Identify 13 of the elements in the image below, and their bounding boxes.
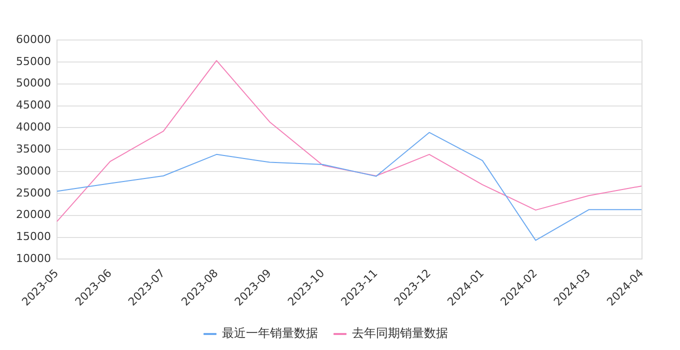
y-tick-label: 55000: [16, 54, 51, 68]
legend-label: 去年同期销量数据: [352, 326, 448, 340]
y-tick-label: 25000: [16, 186, 51, 200]
y-tick-label: 50000: [16, 76, 51, 90]
y-tick-label: 30000: [16, 164, 51, 178]
y-tick-label: 35000: [16, 142, 51, 156]
y-tick-label: 10000: [16, 252, 51, 266]
legend-label: 最近一年销量数据: [222, 326, 318, 340]
y-tick-label: 15000: [16, 230, 51, 244]
y-tick-label: 45000: [16, 98, 51, 112]
y-tick-label: 40000: [16, 120, 51, 134]
y-tick-label: 60000: [16, 32, 51, 46]
y-tick-label: 20000: [16, 208, 51, 222]
